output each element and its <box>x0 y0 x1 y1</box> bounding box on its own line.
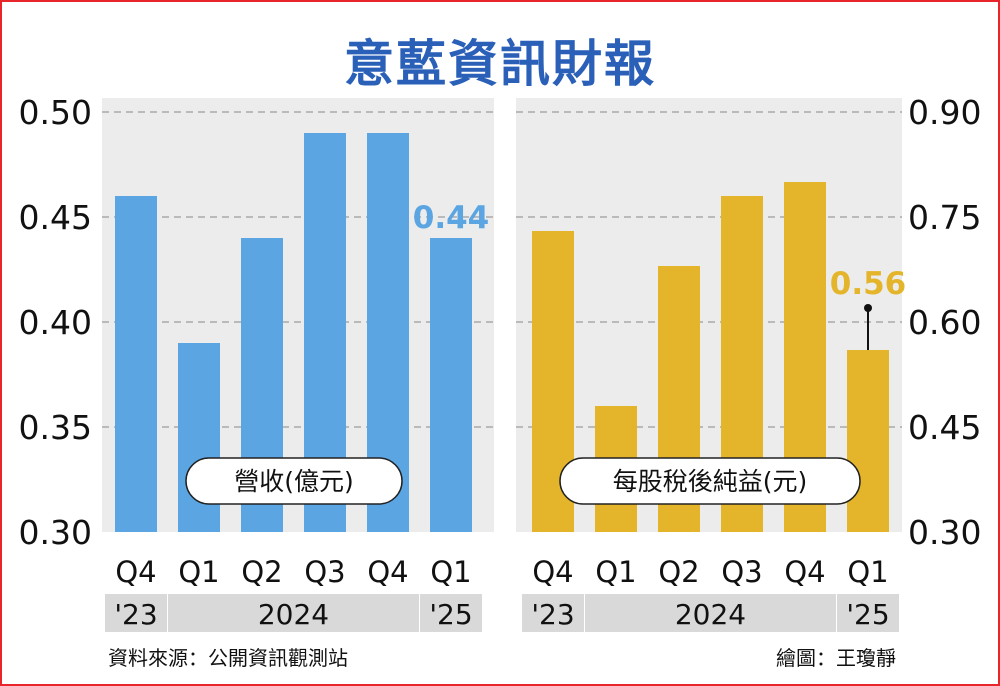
x-category-label: Q4 <box>367 555 408 589</box>
x-category-label: Q4 <box>532 555 573 589</box>
highlight-leader-dot <box>864 304 872 312</box>
period-label: '23 <box>531 598 574 631</box>
period-band <box>420 594 482 632</box>
period-band <box>105 594 167 632</box>
period-band <box>837 594 899 632</box>
y-tick-label: 0.50 <box>19 93 92 132</box>
legend-label: 每股稅後純益(元) <box>613 467 808 496</box>
period-label: '23 <box>114 598 157 631</box>
highlight-value-label: 0.44 <box>413 200 490 236</box>
legend-pill <box>185 457 403 505</box>
x-category-label: Q2 <box>658 555 699 589</box>
x-category-label: Q2 <box>241 555 282 589</box>
period-label: 2024 <box>258 598 329 631</box>
bar-q4 <box>115 196 157 532</box>
period-band <box>522 594 584 632</box>
credit-note: 繪圖：王瓊靜 <box>776 646 896 670</box>
y-tick-label: 0.45 <box>19 198 92 237</box>
y-tick-label: 0.45 <box>908 408 981 447</box>
x-category-label: Q1 <box>178 555 219 589</box>
period-band <box>585 594 836 632</box>
period-band <box>168 594 419 632</box>
period-label: '25 <box>429 598 472 631</box>
x-category-label: Q4 <box>115 555 156 589</box>
y-tick-label: 0.40 <box>19 303 92 342</box>
x-category-label: Q1 <box>847 555 888 589</box>
y-tick-label: 0.90 <box>908 93 981 132</box>
period-label: 2024 <box>675 598 746 631</box>
legend-label: 營收(億元) <box>234 467 354 496</box>
y-tick-label: 0.30 <box>908 513 981 552</box>
chart-title: 意藍資訊財報 <box>344 35 656 93</box>
x-category-label: Q3 <box>304 555 345 589</box>
period-label: '25 <box>846 598 889 631</box>
x-category-label: Q3 <box>721 555 762 589</box>
x-category-label: Q1 <box>595 555 636 589</box>
bar-q1 <box>847 350 889 532</box>
y-tick-label: 0.30 <box>19 513 92 552</box>
y-tick-label: 0.60 <box>908 303 981 342</box>
bar-q1 <box>430 238 472 532</box>
x-category-label: Q1 <box>430 555 471 589</box>
y-tick-label: 0.35 <box>19 408 92 447</box>
y-tick-label: 0.75 <box>908 198 981 237</box>
legend-pill <box>559 457 861 505</box>
highlight-value-label: 0.56 <box>830 266 907 302</box>
x-category-label: Q4 <box>784 555 825 589</box>
source-note: 資料來源：公開資訊觀測站 <box>108 646 348 670</box>
